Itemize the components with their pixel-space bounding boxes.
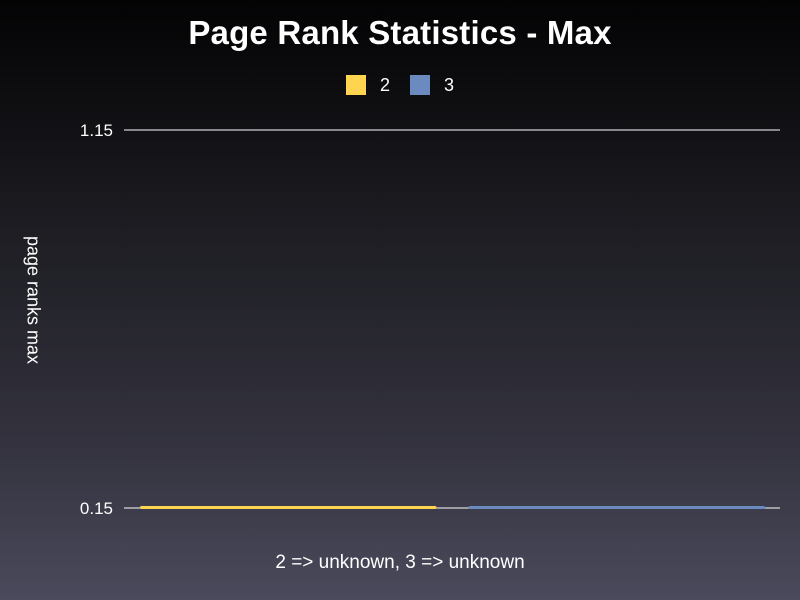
- chart-title: Page Rank Statistics - Max: [188, 14, 612, 51]
- legend-item-series-2: 2: [345, 75, 390, 95]
- legend: 2 3: [0, 75, 800, 95]
- bars-group: [140, 506, 765, 509]
- legend-label-series-2: 2: [379, 75, 390, 95]
- legend-swatch-series-3: [410, 75, 430, 95]
- y-tick-label-top: 1.15: [80, 121, 113, 140]
- y-tick-label-bottom: 0.15: [80, 499, 113, 518]
- x-axis-label: 2 => unknown, 3 => unknown: [275, 552, 525, 573]
- bar-series-3: [468, 506, 765, 509]
- bar-series-2: [140, 506, 437, 509]
- legend-swatch-series-2: [345, 75, 366, 95]
- legend-item-series-3: 3: [410, 75, 454, 95]
- legend-label-series-3: 3: [444, 75, 455, 95]
